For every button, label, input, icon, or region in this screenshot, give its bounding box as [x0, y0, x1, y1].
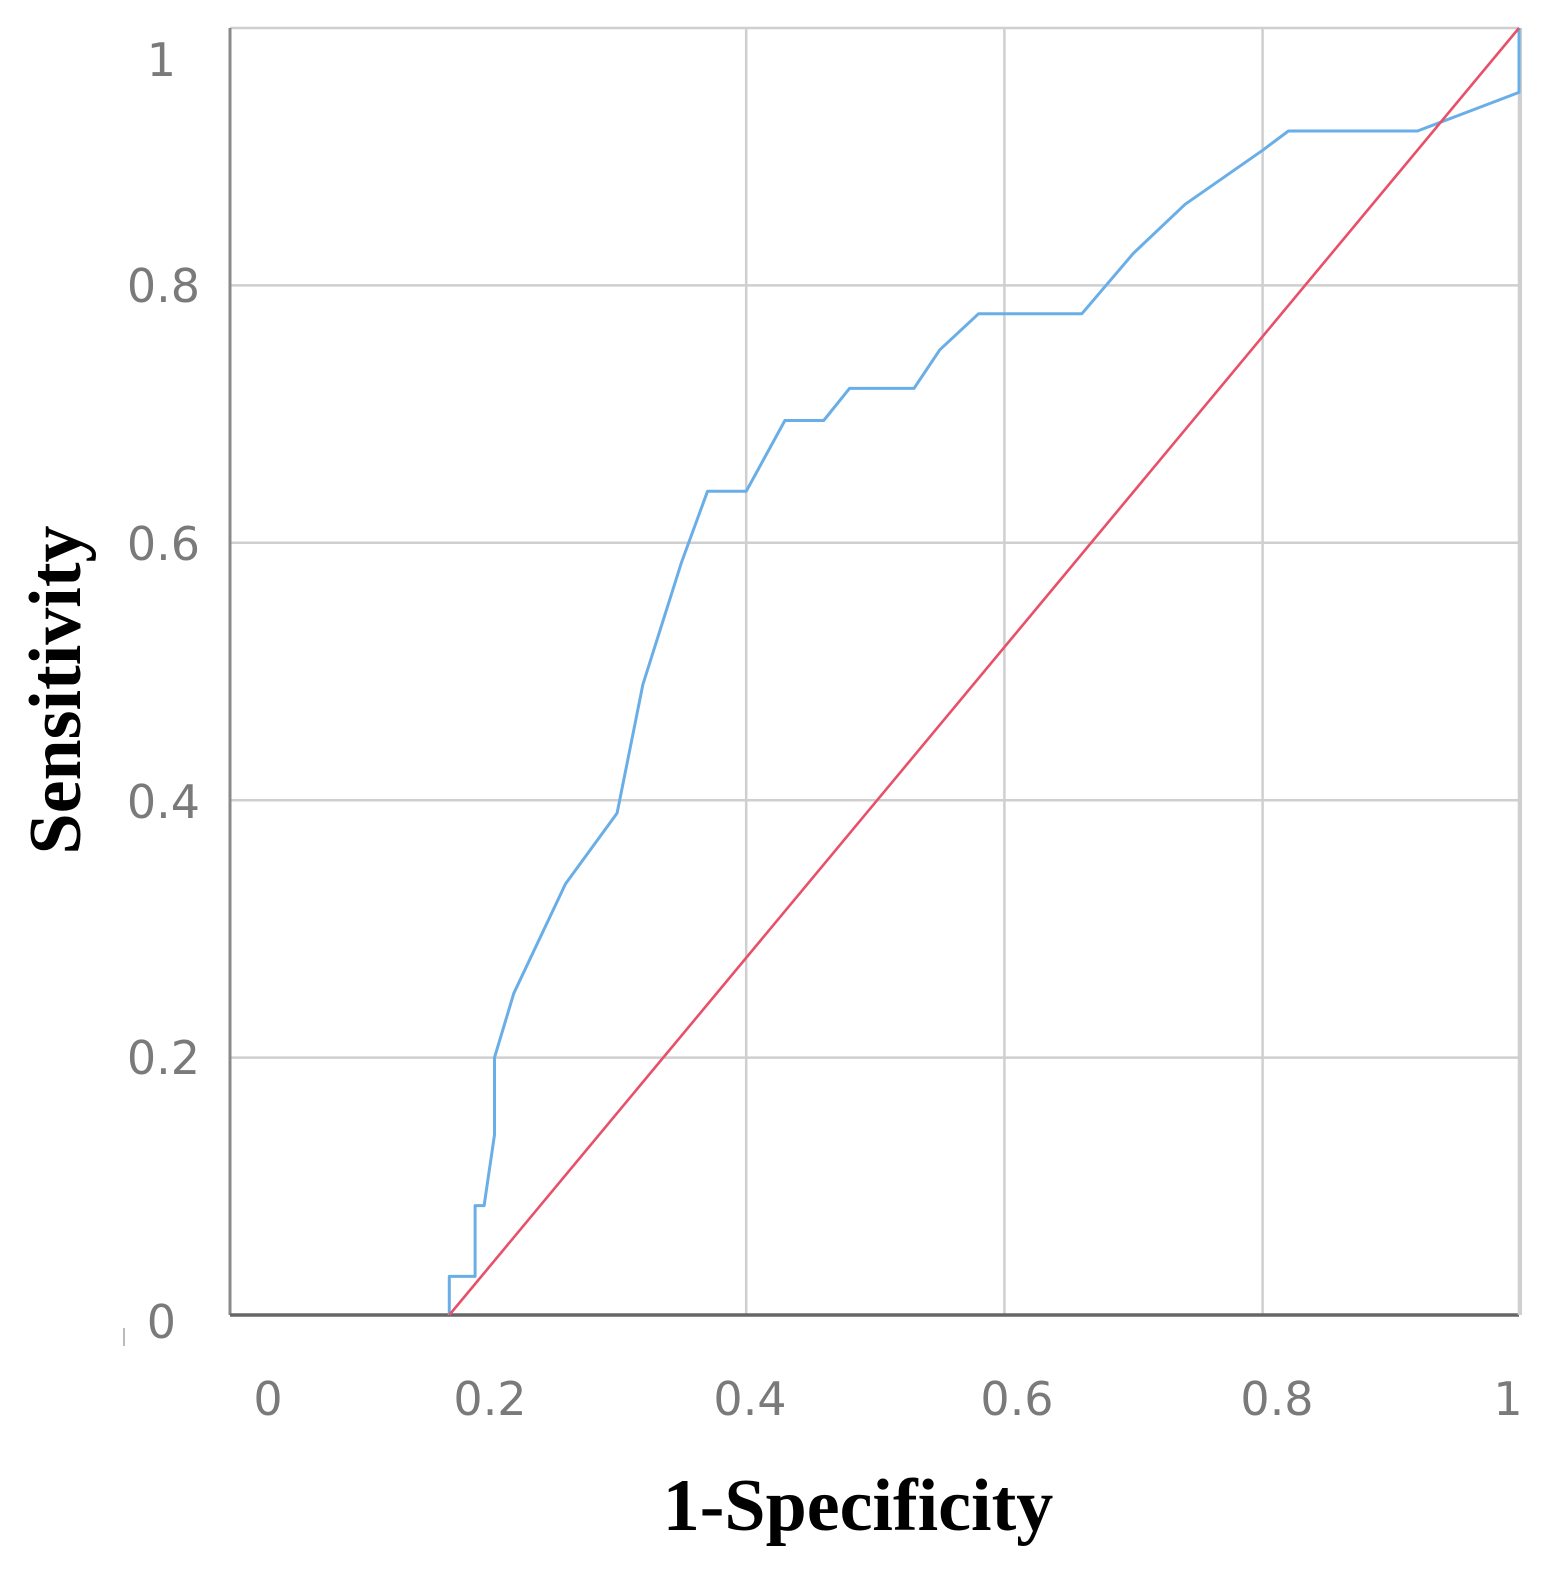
series-lines	[447, 27, 1521, 1316]
roc-curve	[447, 28, 1521, 1315]
x-tick-label: 0.2	[453, 1372, 526, 1426]
y-tick-label: 0.2	[127, 1031, 200, 1085]
y-axis-title: Sensitivity	[15, 526, 97, 855]
x-tick-label: 0.6	[980, 1372, 1053, 1426]
y-tick-label: 1	[147, 33, 176, 87]
gridlines	[230, 26, 1523, 1315]
x-tick-label: 0	[253, 1372, 282, 1426]
x-tick-label: 0.8	[1240, 1372, 1313, 1426]
y-tick-label: 0.8	[127, 259, 200, 313]
axes	[123, 28, 1521, 1346]
y-tick-label: 0	[147, 1295, 176, 1349]
y-tick-label: 0.6	[127, 517, 200, 571]
tick-labels: 0 0.2 0.4 0.6 0.8 1 0 0.2 0.4 0.6 0.8 1	[127, 33, 1523, 1426]
x-axis-title: 1-Specificity	[663, 1465, 1053, 1547]
x-tick-label: 1	[1493, 1372, 1522, 1426]
reference-diagonal	[448, 27, 1520, 1316]
y-tick-label: 0.4	[127, 775, 200, 829]
x-tick-label: 0.4	[713, 1372, 786, 1426]
